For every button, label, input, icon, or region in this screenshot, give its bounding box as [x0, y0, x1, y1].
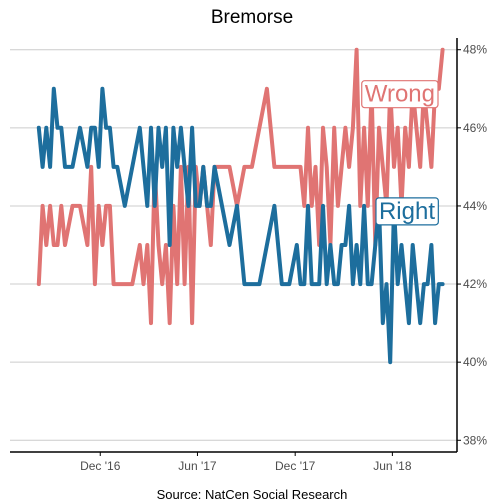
series-line-right — [36, 86, 445, 365]
y-tick-label: 38% — [463, 433, 487, 447]
y-tick-label: 44% — [463, 199, 487, 213]
x-tick-label: Dec '17 — [275, 459, 316, 473]
x-tick-label: Jun '17 — [178, 459, 217, 473]
series-label-box — [361, 80, 439, 109]
x-ticks: Dec '16 Jun '17 Dec '17 Jun '18 — [80, 452, 412, 473]
y-tick-label: 48% — [463, 43, 487, 57]
axes — [10, 38, 458, 453]
series-label-box — [375, 197, 439, 226]
series-labels: Wrong Right — [361, 80, 439, 226]
y-tick-label: 42% — [463, 277, 487, 291]
chart-source: Source: NatCen Social Research — [157, 487, 348, 502]
chart-title: Bremorse — [211, 7, 293, 28]
x-tick-label: Jun '18 — [373, 459, 412, 473]
y-tick-label: 46% — [463, 121, 487, 135]
series-label-text: Right — [379, 198, 435, 225]
series-label-wrong: Wrong — [361, 80, 439, 109]
series-label-right: Right — [375, 197, 439, 226]
series-label-text: Wrong — [365, 81, 435, 108]
x-tick-label: Dec '16 — [80, 459, 121, 473]
y-tick-label: 40% — [463, 355, 487, 369]
y-ticks: 38% 40% 42% 44% 46% 48% — [457, 43, 487, 447]
gridlines — [10, 49, 457, 441]
